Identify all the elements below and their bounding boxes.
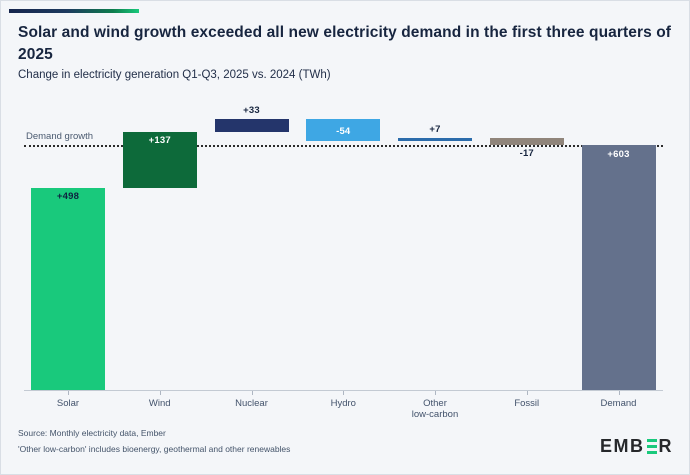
logo-e-icon	[646, 439, 657, 454]
axis-tick	[526, 391, 528, 395]
bar-value-label-solar: +498	[56, 191, 80, 203]
bar-value-label-other-low-carbon: +7	[429, 124, 441, 136]
x-axis-line	[24, 390, 663, 391]
axis-label-fossil: Fossil	[514, 398, 540, 409]
logo-text-suffix: R	[658, 436, 673, 456]
accent-bar	[9, 9, 139, 13]
reference-line-label: Demand growth	[26, 131, 94, 142]
logo-text-prefix: EMB	[600, 436, 645, 456]
axis-label-solar: Solar	[56, 398, 80, 409]
chart-subtitle: Change in electricity generation Q1-Q3, …	[18, 69, 331, 81]
bar-value-label-fossil: -17	[519, 147, 534, 159]
bar-hydro[interactable]	[306, 118, 381, 141]
bar-value-label-nuclear: +33	[243, 105, 260, 117]
axis-label-other-low-carbon: Other low-carbon	[411, 398, 459, 420]
source-note: Source: Monthly electricity data, Ember	[18, 428, 166, 438]
bar-nuclear[interactable]	[214, 118, 289, 132]
bar-other-low-carbon[interactable]	[398, 137, 472, 141]
bar-demand[interactable]	[581, 145, 656, 390]
reference-line	[24, 145, 663, 147]
bar-solar[interactable]	[31, 187, 105, 390]
axis-tick	[618, 391, 620, 395]
axis-tick	[251, 391, 253, 395]
bar-wind[interactable]	[122, 131, 197, 188]
axis-label-wind: Wind	[148, 398, 171, 409]
waterfall-chart: Demand growth +498 Solar +137 Wind +33 Nuclea…	[24, 101, 663, 420]
ember-logo: EMB R	[600, 436, 673, 457]
axis-label-nuclear: Nuclear	[235, 398, 268, 409]
axis-tick	[159, 391, 161, 395]
axis-tick	[68, 391, 69, 395]
bar-value-label-hydro: -54	[336, 125, 351, 137]
axis-tick	[343, 391, 345, 395]
bar-value-label-demand: +603	[607, 148, 630, 160]
axis-label-demand: Demand	[600, 398, 637, 409]
bar-fossil[interactable]	[489, 137, 564, 145]
axis-tick	[435, 391, 436, 395]
bar-value-label-wind: +137	[148, 135, 171, 147]
axis-label-hydro: Hydro	[330, 398, 356, 409]
chart-title: Solar and wind growth exceeded all new e…	[18, 24, 672, 63]
footnote: 'Other low-carbon' includes bioenergy, g…	[18, 444, 291, 454]
